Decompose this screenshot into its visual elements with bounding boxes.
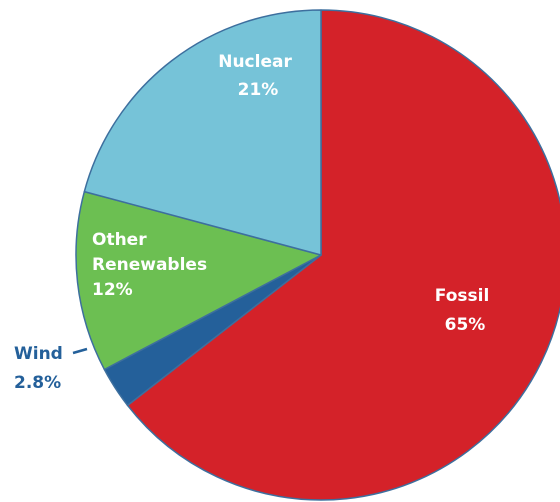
other-renewables-label: Other Renewables 12% xyxy=(92,230,213,300)
nuclear-label: Nuclear 21% xyxy=(218,52,298,100)
wind-label: Wind 2.8% xyxy=(14,344,69,393)
pie-slice-nuclear xyxy=(83,9,322,256)
pie-slice-fossil xyxy=(126,9,560,501)
fossil-label: Fossil 65% xyxy=(435,286,495,335)
fossil-percent: 65% xyxy=(445,315,486,335)
other-renewables-name-line1: Other xyxy=(92,230,147,250)
wind-percent: 2.8% xyxy=(14,373,61,393)
pie-slice-other-renewables xyxy=(75,190,322,371)
wind-name: Wind xyxy=(14,344,63,364)
fossil-name: Fossil xyxy=(435,286,490,306)
wind-leader-line xyxy=(72,347,88,355)
nuclear-name: Nuclear xyxy=(218,52,292,72)
other-renewables-name-line2: Renewables xyxy=(92,255,207,275)
pie-slices xyxy=(75,9,560,501)
nuclear-percent: 21% xyxy=(238,80,279,100)
other-renewables-percent: 12% xyxy=(92,280,133,300)
